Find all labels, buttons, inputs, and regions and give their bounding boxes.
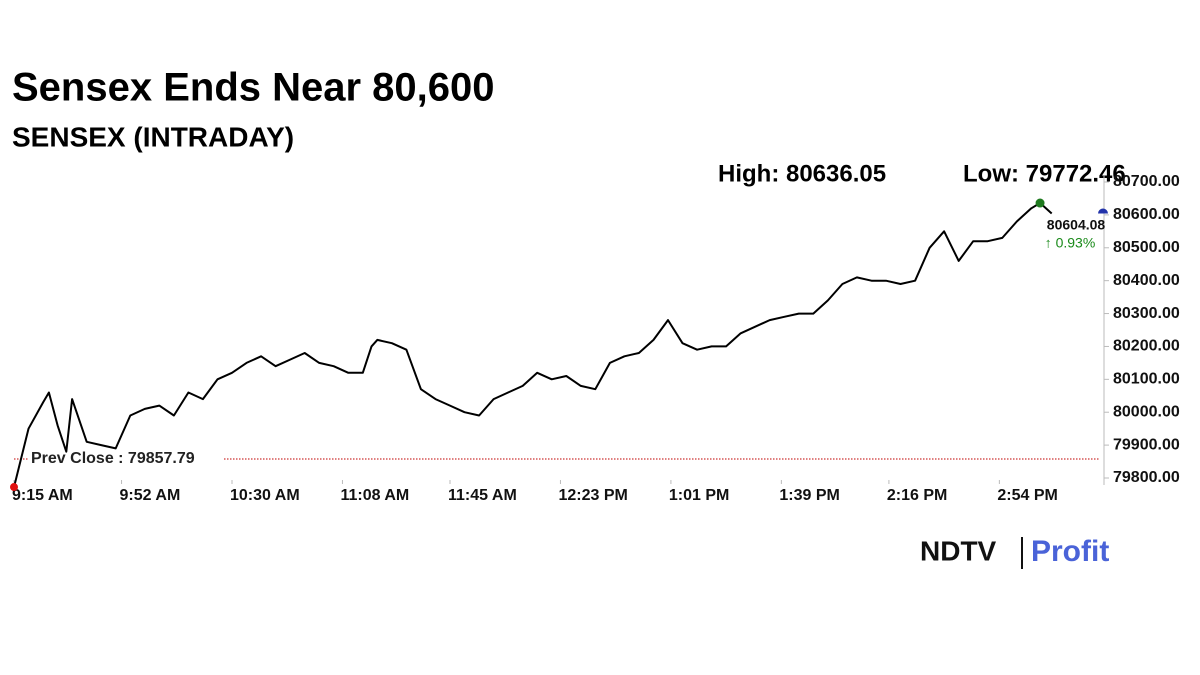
high-label: High: 80636.05 (718, 160, 886, 187)
logo-profit: Profit (1031, 535, 1109, 568)
low-marker (10, 483, 18, 492)
y-tick-label: 80500.00 (1113, 239, 1180, 256)
chart-title: Sensex Ends Near 80,600 (12, 66, 495, 110)
y-tick-label: 79900.00 (1113, 436, 1180, 453)
x-tick-label: 11:08 AM (340, 487, 409, 504)
x-tick-label: 9:52 AM (120, 487, 181, 504)
price-line (13, 202, 1053, 488)
y-tick-label: 80100.00 (1113, 371, 1180, 388)
y-tick-label: 80700.00 (1113, 173, 1180, 190)
last-value-marker (1098, 208, 1108, 214)
chart-subtitle: SENSEX (INTRADAY) (12, 121, 294, 152)
x-tick-label: 12:23 PM (558, 487, 627, 504)
x-tick-label: 1:01 PM (669, 487, 729, 504)
y-tick-label: 79800.00 (1113, 469, 1180, 486)
y-tick-label: 80200.00 (1113, 338, 1180, 355)
y-tick-label: 80400.00 (1113, 272, 1180, 289)
x-tick-label: 2:16 PM (887, 487, 947, 504)
x-tick-label: 2:54 PM (997, 487, 1057, 504)
low-label: Low: 79772.46 (963, 160, 1126, 187)
high-marker (1035, 198, 1045, 208)
x-tick-label: 9:15 AM (12, 487, 73, 504)
prev-close-label-bg (28, 447, 224, 470)
x-tick-label: 10:30 AM (230, 487, 300, 504)
change-label: ↑ 0.93% (1045, 234, 1096, 250)
y-tick-label: 80600.00 (1113, 206, 1180, 223)
logo-ndtv: NDTV (920, 535, 997, 566)
x-tick-label: 11:45 AM (448, 487, 517, 504)
y-tick-label: 80000.00 (1113, 403, 1180, 420)
x-tick-label: 1:39 PM (779, 487, 839, 504)
logo: NDTV Profit (920, 535, 1109, 569)
prev-close-label: Prev Close : 79857.79 (31, 450, 195, 467)
y-tick-label: 80300.00 (1113, 305, 1180, 322)
last-value-label: 80604.08 (1047, 216, 1106, 232)
